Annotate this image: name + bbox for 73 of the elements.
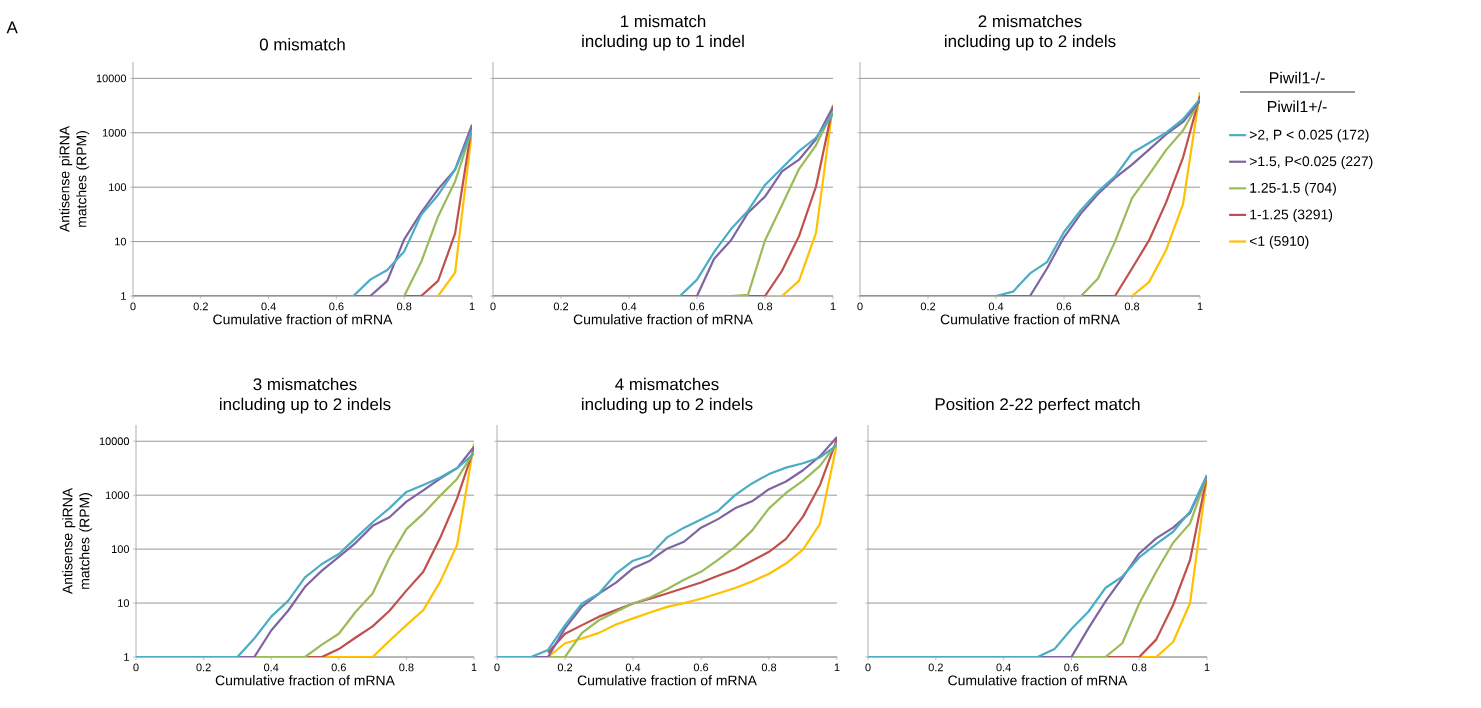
- x-tick-label: 0: [130, 302, 136, 311]
- chart-subtitle: including up to 2 indels: [219, 397, 391, 414]
- chart-subtitle: including up to 2 indels: [945, 34, 1116, 51]
- chart-title: 0 mismatch: [259, 38, 345, 51]
- line-series: [352, 123, 472, 296]
- chart-title: 2 mismatches: [978, 14, 1082, 28]
- x-tick-label: 0.2: [196, 663, 211, 672]
- legend-title: Piwil1-/-: [1269, 71, 1325, 84]
- y-tick-label: 10: [115, 237, 127, 246]
- x-tick-label: 0.2: [920, 302, 936, 311]
- legend-label: 1.25-1.5 (704): [1250, 182, 1336, 196]
- x-tick-label: 0.2: [193, 302, 208, 311]
- x-axis-title: Cumulative fraction of mRNA: [573, 314, 753, 325]
- chart-title: Position 2-22 perfect match: [935, 397, 1140, 414]
- x-tick-label: 0.2: [928, 663, 943, 672]
- x-tick-label: 0.6: [331, 663, 346, 672]
- x-tick-label: 0: [133, 663, 139, 672]
- x-tick-label: 0.8: [399, 663, 414, 672]
- chart-title: 4 mismatches: [615, 377, 719, 391]
- x-tick-label: 0.6: [689, 302, 705, 311]
- x-tick-label: 0.8: [757, 302, 773, 311]
- y-tick-label: 100: [112, 545, 130, 553]
- x-tick-label: 0.4: [261, 302, 276, 311]
- chart-subtitle: including up to 1 indel: [582, 34, 744, 51]
- x-axis-title: Cumulative fraction of mRNA: [215, 675, 395, 686]
- legend-label: >2, P < 0.025 (172): [1249, 129, 1369, 143]
- legend-label: >1.5, P<0.025 (227): [1249, 155, 1373, 169]
- x-tick-label: 0.8: [761, 663, 777, 672]
- x-tick-label: 1: [1204, 663, 1210, 672]
- x-tick-label: 0.2: [553, 302, 569, 311]
- x-tick-label: 0.8: [1132, 663, 1147, 672]
- x-tick-label: 0.2: [557, 663, 573, 672]
- y-tick-label: 10000: [99, 437, 130, 446]
- x-axis-title: Cumulative fraction of mRNA: [213, 314, 393, 325]
- x-tick-label: 0.4: [621, 302, 637, 311]
- x-tick-label: 0.6: [329, 302, 344, 311]
- y-tick-label: 100: [109, 183, 127, 192]
- x-axis-title: Cumulative fraction of mRNA: [948, 675, 1128, 686]
- x-tick-label: 0.8: [397, 302, 412, 311]
- chart-title: 1 mismatch: [621, 14, 706, 28]
- x-tick-label: 1: [1197, 302, 1203, 311]
- y-tick-label: 1: [121, 292, 126, 300]
- x-tick-label: 0.4: [988, 302, 1004, 311]
- x-tick-label: 0.6: [1056, 302, 1072, 311]
- y-axis-title: Antisense piRNA matches (RPM): [62, 487, 93, 595]
- legend-label: <1 (5910): [1249, 235, 1309, 249]
- text: A: [6, 21, 18, 34]
- chart-subtitle: including up to 2 indels: [581, 397, 753, 414]
- y-axis-title: Antisense piRNA matches (RPM): [59, 125, 90, 233]
- y-tick-label: 10000: [96, 74, 127, 83]
- x-tick-label: 0.6: [693, 663, 709, 672]
- x-tick-label: 0.8: [1124, 302, 1140, 311]
- x-tick-label: 0.6: [1064, 663, 1079, 672]
- x-tick-label: 0.4: [996, 663, 1011, 672]
- x-tick-label: 0.4: [264, 663, 279, 672]
- x-tick-label: 1: [834, 663, 840, 672]
- x-tick-label: 0: [865, 663, 871, 672]
- x-tick-label: 1: [469, 302, 475, 311]
- text: Piwil1+/-: [1267, 100, 1327, 113]
- y-tick-label: 1000: [102, 128, 127, 137]
- x-axis-title: Cumulative fraction of mRNA: [577, 675, 757, 686]
- x-tick-label: 0: [490, 302, 496, 311]
- y-tick-label: 1: [124, 653, 129, 661]
- y-tick-label: 1000: [105, 491, 130, 500]
- x-axis-title: Cumulative fraction of mRNA: [940, 314, 1120, 325]
- x-tick-label: 1: [830, 302, 836, 311]
- y-tick-label: 10: [118, 599, 130, 607]
- chart-title: 3 mismatches: [253, 377, 357, 391]
- x-tick-label: 0.4: [625, 663, 641, 672]
- x-tick-label: 1: [471, 663, 477, 672]
- x-tick-label: 0: [494, 663, 500, 672]
- x-tick-label: 0: [857, 302, 863, 311]
- legend-label: 1-1.25 (3291): [1250, 209, 1333, 223]
